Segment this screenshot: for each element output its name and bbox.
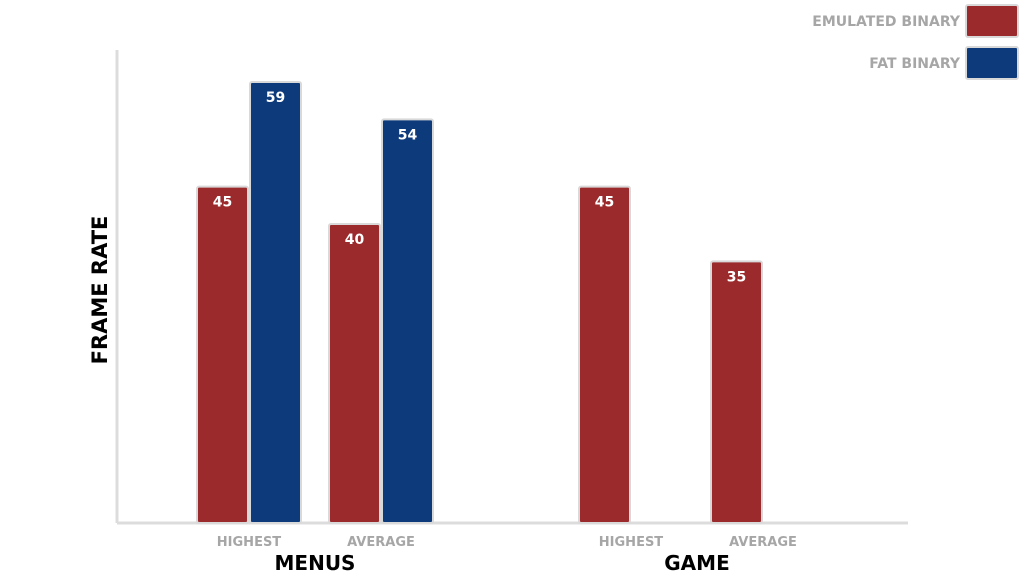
bar-value-label: 45 xyxy=(213,195,232,211)
bar-emulated-binary-2 xyxy=(578,185,631,524)
legend-label: EMULATED BINARY xyxy=(812,14,961,30)
x-tick-label: HIGHEST xyxy=(599,535,664,550)
bar-fat-binary-1 xyxy=(381,118,434,524)
legend-label: FAT BINARY xyxy=(869,56,961,72)
bar-emulated-binary-1 xyxy=(328,223,381,525)
bar-emulated-binary-0 xyxy=(196,185,249,524)
bar-value-label: 59 xyxy=(266,90,285,106)
bar-labels-layer: 45 59 40 54 45 35 xyxy=(213,90,746,285)
x-tick-label: AVERAGE xyxy=(347,535,415,550)
bar-emulated-binary-3 xyxy=(710,260,763,524)
legend-swatch xyxy=(965,46,1019,80)
bars-layer xyxy=(196,81,763,525)
bar-fat-binary-0 xyxy=(249,81,302,524)
y-axis-title: FRAME RATE xyxy=(88,216,112,365)
bar-value-label: 40 xyxy=(345,232,365,248)
bar-value-label: 35 xyxy=(727,269,746,285)
axes xyxy=(115,50,908,525)
x-tick-labels: HIGHEST AVERAGE HIGHEST AVERAGE xyxy=(217,535,797,550)
bar-value-label: 54 xyxy=(398,127,418,143)
bar-value-label: 45 xyxy=(595,195,614,211)
x-tick-label: HIGHEST xyxy=(217,535,282,550)
x-group-label: GAME xyxy=(664,551,729,575)
legend-swatch xyxy=(965,4,1019,38)
x-tick-label: AVERAGE xyxy=(729,535,797,550)
x-group-label: MENUS xyxy=(275,551,356,575)
group-labels: MENUS GAME xyxy=(275,551,730,575)
legend: EMULATED BINARY FAT BINARY xyxy=(812,4,1019,80)
